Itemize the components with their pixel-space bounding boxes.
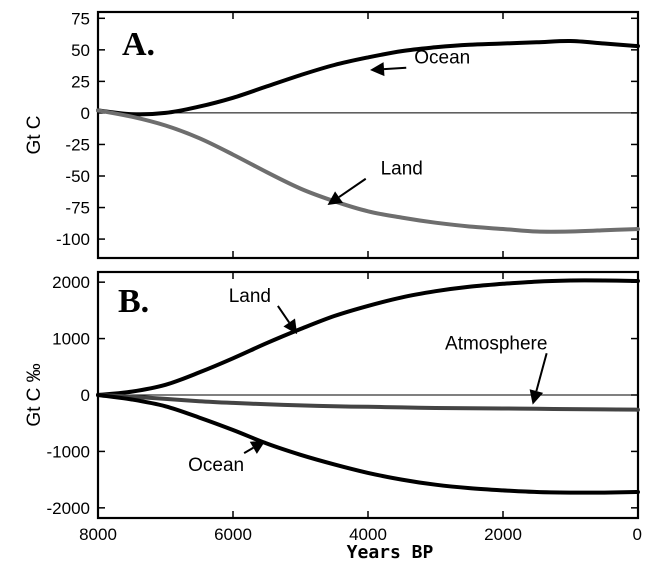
y-tick-label: -1000: [47, 442, 90, 461]
x-tick-label: 2000: [484, 525, 522, 544]
x-tick-label: 8000: [79, 525, 117, 544]
series-line-land: [96, 278, 640, 397]
annotation-arrow-shaft: [243, 446, 254, 455]
y-tick-label: 0: [81, 104, 90, 123]
y-tick-label: 75: [71, 9, 90, 28]
y-tick-label: -100: [56, 230, 90, 249]
series-line-atmosphere: [96, 393, 640, 412]
x-axis-title: Years BP: [347, 542, 434, 563]
annotation-arrow-shaft: [535, 353, 548, 392]
annotation-arrow-head: [327, 191, 344, 206]
y-tick-label: 2000: [52, 273, 90, 292]
panel-label: A.: [122, 26, 155, 63]
y-tick-label: -2000: [47, 499, 90, 518]
y-tick-label: -50: [65, 167, 90, 186]
annotation-ocean: Ocean: [188, 455, 244, 476]
annotation-arrow-shaft: [338, 177, 367, 198]
y-tick-label: 50: [71, 41, 90, 60]
annotation-ocean: Ocean: [414, 48, 470, 69]
y-tick-label: 1000: [52, 330, 90, 349]
panel-a: 75 50 25 0 -25 -50 -75 -100 Gt C A. Ocean Land: [24, 9, 640, 260]
x-tick-label: 6000: [214, 525, 252, 544]
y-tick-label: -75: [65, 199, 90, 218]
series-line-land: [96, 108, 640, 234]
annotation-arrow-head: [283, 318, 298, 335]
y-tick-label: 25: [71, 72, 90, 91]
x-tick-label: 0: [633, 525, 642, 544]
annotation-arrow-head: [529, 389, 544, 405]
annotation-arrow-shaft: [277, 305, 291, 324]
annotation-land: Land: [229, 286, 271, 307]
y-axis-title: Gt C ‰: [24, 363, 45, 426]
y-axis-title: Gt C: [24, 115, 45, 154]
panel-b: 2000 1000 0 -1000 -2000 8000 6000 4000 2000 0 Gt C…: [24, 270, 642, 544]
y-tick-label: 0: [81, 386, 90, 405]
plot-frame: [96, 10, 640, 260]
x-tick-label: 4000: [349, 525, 387, 544]
annotation-arrow-head: [370, 62, 385, 77]
annotation-arrow-shaft: [383, 66, 407, 71]
annotation-arrow-head: [249, 440, 266, 454]
panel-label: B.: [118, 283, 149, 320]
annotation-land: Land: [381, 159, 423, 180]
y-tick-label: -25: [65, 135, 90, 154]
annotation-atmosphere: Atmosphere: [445, 333, 547, 354]
series-line-ocean: [96, 393, 640, 495]
series-line-ocean: [96, 38, 640, 117]
